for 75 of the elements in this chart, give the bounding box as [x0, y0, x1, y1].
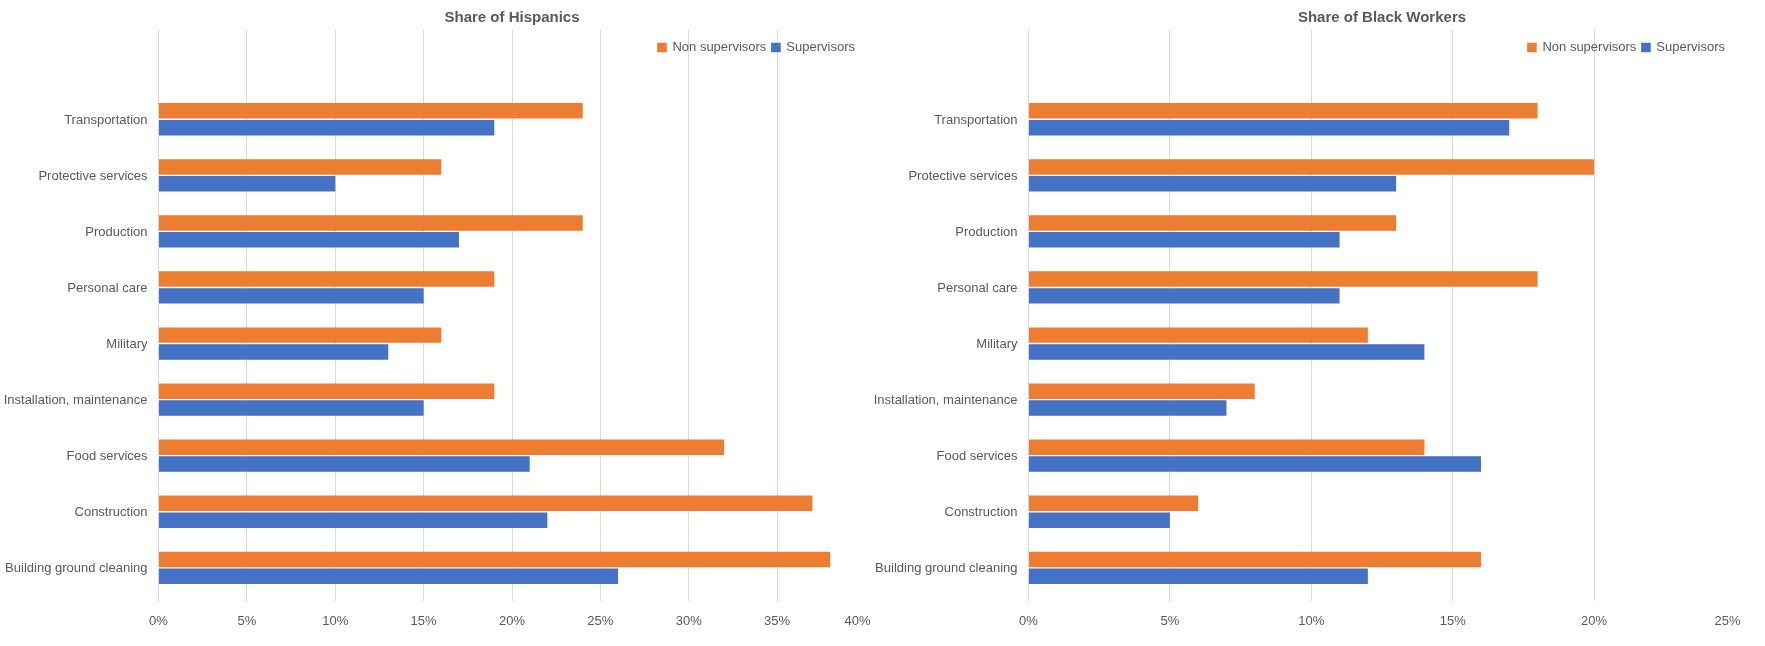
bar — [1028, 327, 1368, 343]
bar — [1028, 159, 1595, 175]
bar — [1028, 439, 1425, 456]
y-tick-label: Military — [106, 336, 148, 352]
bar — [1028, 551, 1481, 568]
bar — [158, 344, 389, 360]
y-tick-label: Transportation — [934, 111, 1018, 127]
bar — [1028, 344, 1425, 360]
chart-title: Share of Black Workers — [1297, 7, 1467, 25]
bar — [158, 288, 424, 304]
bar — [1028, 175, 1397, 192]
bar — [158, 327, 442, 343]
x-tick-label: 0% — [1019, 612, 1039, 628]
bar — [158, 495, 813, 512]
y-tick-label: Building ground cleaning — [5, 560, 148, 576]
y-tick-label: Military — [976, 336, 1018, 352]
y-tick-label: Construction — [74, 504, 148, 520]
y-tick-label: Installation, maintenance — [3, 392, 148, 408]
bar — [158, 456, 530, 472]
bar — [158, 119, 495, 136]
bar — [1028, 232, 1340, 248]
y-tick-label: Personal care — [67, 279, 148, 295]
bar — [1028, 512, 1170, 528]
x-tick-label: 35% — [764, 612, 791, 628]
bar — [158, 175, 336, 192]
legend-label: Non supervisors — [672, 39, 767, 54]
bar — [158, 159, 442, 175]
bar — [158, 271, 495, 287]
x-tick-label: 10% — [1298, 612, 1325, 628]
x-tick-label: 10% — [322, 612, 349, 628]
bar — [158, 568, 619, 584]
y-tick-label: Transportation — [64, 111, 148, 127]
x-tick-label: 5% — [237, 612, 257, 628]
bar — [1028, 400, 1227, 416]
bar — [1028, 271, 1538, 287]
x-tick-label: 20% — [498, 612, 526, 628]
bar — [158, 103, 583, 119]
y-tick-label: Protective services — [38, 167, 148, 183]
legend-label: Supervisors — [786, 39, 855, 54]
bar — [1028, 456, 1481, 472]
y-tick-label: Construction — [944, 504, 1018, 520]
bar — [1028, 568, 1368, 584]
x-tick-label: 5% — [1160, 612, 1180, 628]
bar — [158, 232, 459, 248]
bar — [158, 439, 725, 456]
x-tick-label: 25% — [587, 612, 614, 628]
x-tick-label: 30% — [675, 612, 703, 628]
y-tick-label: Production — [85, 223, 148, 239]
bar — [1028, 495, 1199, 512]
bar — [1028, 119, 1510, 136]
x-tick-label: 20% — [1581, 612, 1608, 628]
legend-label: Supervisors — [1656, 39, 1725, 54]
bar — [158, 551, 831, 568]
bar — [1028, 383, 1255, 399]
bar — [1028, 288, 1340, 304]
bar — [158, 215, 583, 231]
x-tick-label: 25% — [1714, 612, 1741, 628]
legend-label: Non supervisors — [1542, 39, 1637, 54]
bar — [158, 400, 424, 416]
y-tick-label: Production — [955, 223, 1018, 239]
chart-title: Share of Hispanics — [444, 7, 580, 25]
bar — [158, 383, 495, 399]
y-tick-label: Building ground cleaning — [875, 560, 1018, 576]
bar — [1028, 215, 1397, 231]
x-tick-label: 0% — [149, 612, 169, 628]
x-tick-label: 15% — [1439, 612, 1467, 628]
y-tick-label: Protective services — [908, 167, 1018, 183]
y-tick-label: Personal care — [937, 279, 1018, 295]
y-tick-label: Installation, maintenance — [873, 392, 1018, 408]
y-tick-label: Food services — [66, 448, 148, 464]
x-tick-label: 40% — [844, 612, 871, 628]
bar — [1028, 103, 1538, 119]
bar — [158, 512, 548, 528]
x-tick-label: 15% — [410, 612, 438, 628]
y-tick-label: Food services — [936, 448, 1018, 464]
